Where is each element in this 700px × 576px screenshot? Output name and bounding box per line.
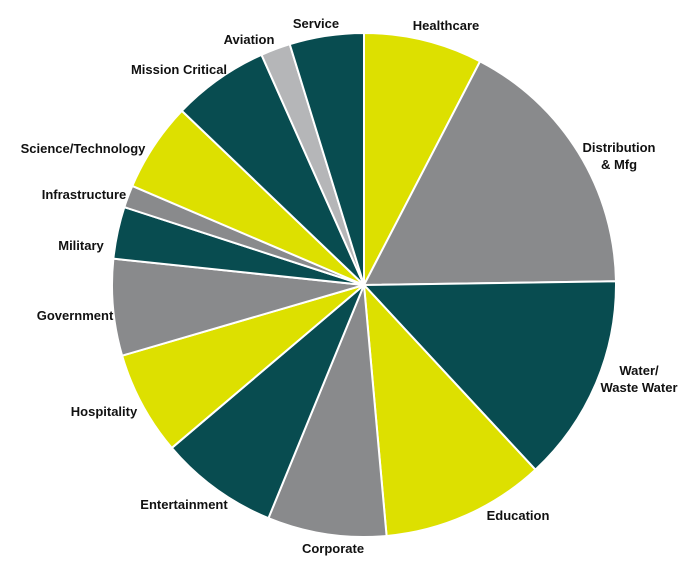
slice-label-line: Education — [487, 508, 550, 523]
slice-label-line: Government — [37, 308, 114, 323]
slice-label-entertainment: Entertainment — [140, 497, 228, 512]
slice-label-aviation: Aviation — [224, 32, 275, 47]
slice-label-line: Corporate — [302, 541, 364, 556]
slice-corporate — [267, 284, 388, 538]
slice-entertainment — [170, 284, 365, 520]
slice-label-line: Waste Water — [600, 380, 677, 395]
pie-slices — [111, 32, 617, 538]
slice-label-line: Aviation — [224, 32, 275, 47]
slice-education — [363, 284, 537, 537]
slice-label-line: Hospitality — [71, 404, 138, 419]
slice-label-line: Science/Technology — [21, 141, 147, 156]
slice-label-water-waste-water: Water/Waste Water — [600, 363, 677, 395]
slice-label-line: Service — [293, 16, 339, 31]
slice-label-military: Military — [58, 238, 104, 253]
slice-label-line: Infrastructure — [42, 187, 127, 202]
slice-label-line: Distribution — [583, 140, 656, 155]
slice-label-line: Entertainment — [140, 497, 228, 512]
slice-label-line: Military — [58, 238, 104, 253]
slice-water-waste-water — [363, 280, 617, 471]
slice-label-hospitality: Hospitality — [71, 404, 138, 419]
slice-label-line: Mission Critical — [131, 62, 227, 77]
slice-label-mission-critical: Mission Critical — [131, 62, 227, 77]
slice-distribution-mfg — [363, 60, 617, 286]
slice-label-infrastructure: Infrastructure — [42, 187, 127, 202]
slice-label-healthcare: Healthcare — [413, 18, 479, 33]
slice-label-distribution-mfg: Distribution & Mfg — [583, 140, 656, 172]
slice-label-line: Healthcare — [413, 18, 479, 33]
slice-label-line: & Mfg — [601, 157, 637, 172]
slice-label-line: Water/ — [619, 363, 659, 378]
slice-label-science-technology: Science/Technology — [21, 141, 147, 156]
slice-label-government: Government — [37, 308, 114, 323]
slice-healthcare — [363, 32, 482, 286]
slice-label-corporate: Corporate — [302, 541, 364, 556]
slice-label-education: Education — [487, 508, 550, 523]
slice-label-service: Service — [293, 16, 339, 31]
pie-labels: Healthcare Distribution & Mfg Water/Waste W… — [21, 16, 678, 556]
slice-service — [288, 32, 365, 286]
